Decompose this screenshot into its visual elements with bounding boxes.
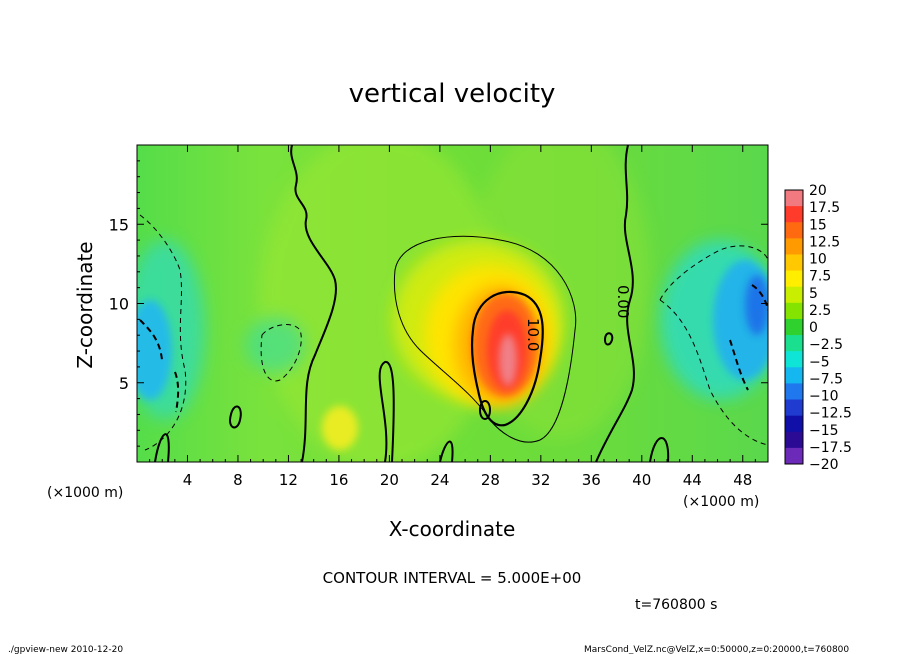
- y-axis: 5 10 15: [109, 160, 768, 447]
- time-label: t=760800 s: [635, 597, 717, 613]
- x-unit-left: (×1000 m): [47, 485, 123, 501]
- contour-label-ten: 10.0: [524, 318, 542, 351]
- colorbar-label: 15: [809, 217, 827, 233]
- colorbar-swatch: [785, 367, 803, 384]
- x-tick-label: 8: [233, 471, 243, 489]
- heatmap-field: [137, 145, 768, 462]
- colorbar-label: −15: [809, 423, 839, 439]
- colorbar-swatch: [785, 318, 803, 336]
- colorbar-frame: [784, 189, 804, 465]
- colorbar-label: −2.5: [809, 337, 843, 353]
- x-tick-label: 24: [430, 471, 449, 489]
- colorbar-swatch: [785, 190, 803, 207]
- contour-interval-note: CONTOUR INTERVAL = 5.000E+00: [323, 569, 582, 587]
- x-tick-label: 4: [183, 471, 193, 489]
- colorbar-label: 20: [809, 183, 827, 199]
- colorbar-swatch: [785, 254, 803, 272]
- x-axis: 4 8 12 16 20 24 28 32 36 40 44 48: [149, 145, 756, 489]
- colorbar-swatch: [785, 431, 803, 449]
- x-axis-label: X-coordinate: [389, 517, 516, 541]
- colorbar-swatch: [785, 447, 803, 465]
- colorbar-swatch: [785, 286, 803, 304]
- colorbar-label: 7.5: [809, 269, 831, 285]
- colorbar-label: 10: [809, 252, 827, 268]
- x-tick-label: 32: [531, 471, 550, 489]
- colorbar-label: 0: [809, 320, 818, 336]
- colorbar-swatch: [785, 399, 803, 417]
- x-tick-label: 40: [632, 471, 651, 489]
- footer-right: MarsCond_VelZ.nc@VelZ,x=0:50000,z=0:2000…: [584, 645, 849, 654]
- colorbar-label: −17.5: [809, 440, 852, 456]
- colorbar-label: −5: [809, 354, 830, 370]
- y-axis-label: Z-coordinate: [73, 241, 97, 368]
- x-unit-right: (×1000 m): [683, 494, 759, 510]
- colorbar-label: 17.5: [809, 200, 840, 216]
- chart-title: vertical velocity: [349, 79, 556, 109]
- contour-label-zero: 0.00: [614, 285, 632, 318]
- y-tick-label: 5: [119, 374, 129, 393]
- colorbar-swatch: [785, 383, 803, 401]
- colorbar-swatch: [785, 270, 803, 288]
- x-tick-label: 36: [582, 471, 601, 489]
- y-tick-label: 15: [109, 215, 129, 234]
- x-tick-label: 44: [683, 471, 702, 489]
- colorbar-swatch: [785, 222, 803, 239]
- x-tick-label: 20: [380, 471, 399, 489]
- colorbar-label: 5: [809, 286, 818, 302]
- footer-left: ./gpview-new 2010-12-20: [8, 645, 123, 654]
- colorbar-label: 12.5: [809, 234, 840, 250]
- x-tick-label: 12: [279, 471, 298, 489]
- colorbar-label: −12.5: [809, 406, 852, 422]
- colorbar-label: 2.5: [809, 303, 831, 319]
- colorbar-swatch: [785, 238, 803, 255]
- colorbar-swatch: [785, 206, 803, 223]
- x-tick-label: 28: [481, 471, 500, 489]
- x-tick-label: 48: [733, 471, 752, 489]
- colorbar-swatch: [785, 335, 803, 352]
- colorbar-swatch: [785, 415, 803, 433]
- colorbar-swatch: [785, 351, 803, 368]
- colorbar-swatch: [785, 302, 803, 320]
- colorbar-label: −10: [809, 389, 839, 405]
- x-tick-label: 16: [329, 471, 348, 489]
- colorbar-label: −20: [809, 457, 839, 473]
- y-tick-label: 10: [109, 295, 129, 314]
- colorbar-label: −7.5: [809, 371, 843, 387]
